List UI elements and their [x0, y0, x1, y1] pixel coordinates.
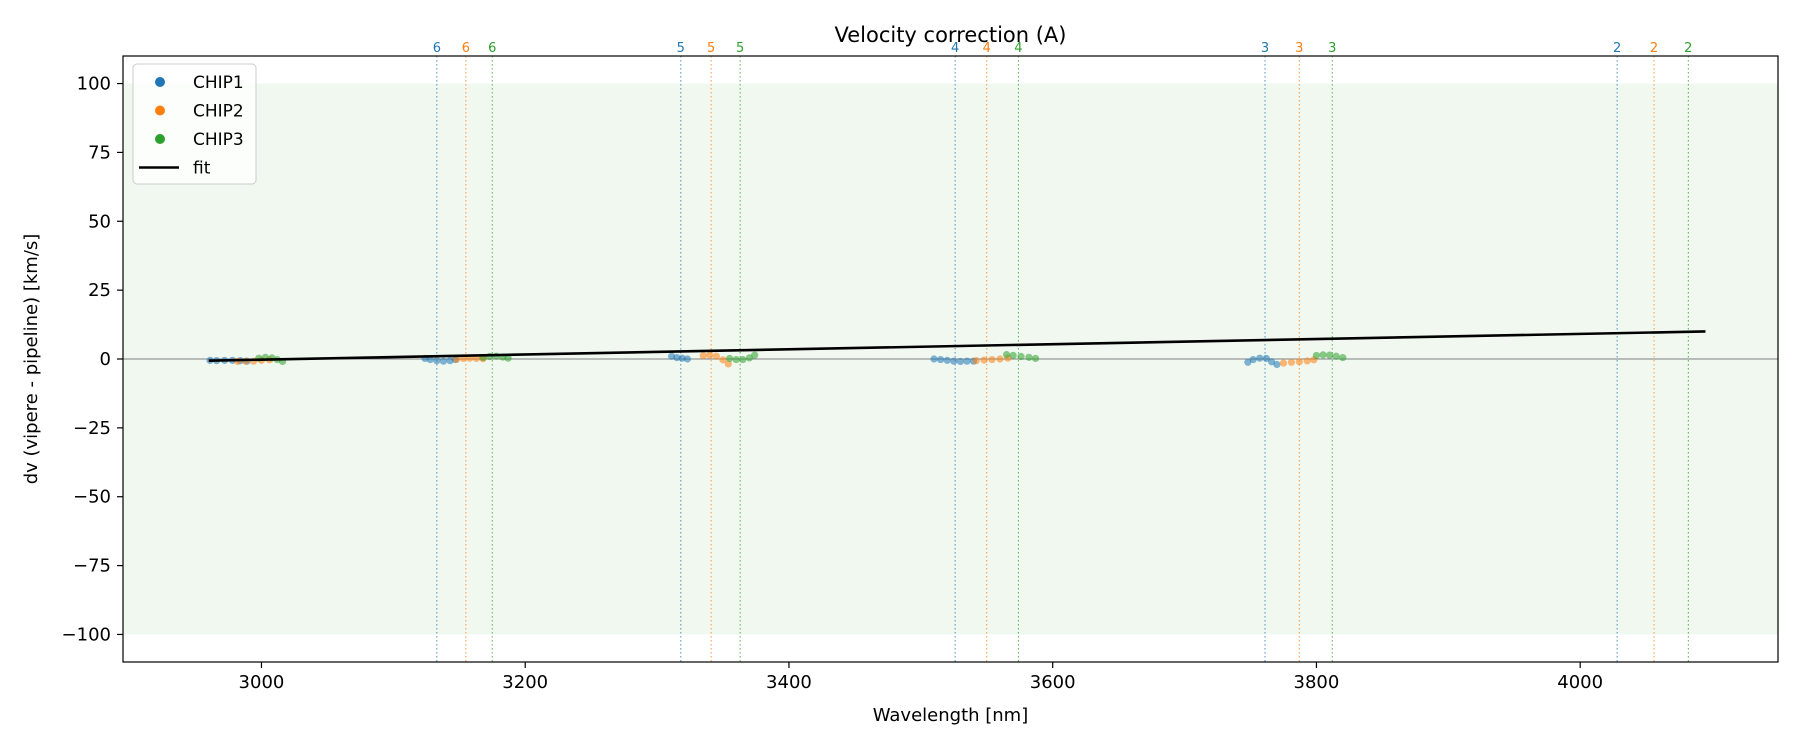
order-marker-label: 4	[951, 41, 959, 56]
y-axis-ticks: 100 75 50 25 0 −25 −50 −75 −100	[62, 74, 123, 645]
data-point-chip1	[1268, 358, 1276, 366]
data-point-chip3	[732, 355, 740, 364]
legend-marker-chip3	[155, 134, 165, 144]
x-axis-ticks: 3000 3200 3400 3600 3800 4000	[239, 662, 1603, 693]
data-point-chip1	[937, 355, 945, 364]
data-point-chip1	[943, 356, 951, 364]
y-tick-label: 0	[100, 349, 111, 370]
data-point-chip2	[980, 356, 988, 364]
data-point-chip2	[724, 360, 732, 368]
legend: CHIP1 CHIP2 CHIP3 fit	[132, 63, 257, 185]
data-point-chip2	[706, 351, 714, 359]
data-point-chip1	[1273, 360, 1281, 369]
data-point-chip2	[1303, 357, 1311, 365]
data-point-chip2	[1279, 359, 1288, 367]
data-point-chip3	[504, 354, 512, 362]
data-point-chip1	[950, 357, 958, 365]
order-marker-label: 2	[1684, 41, 1692, 56]
data-point-chip1	[426, 355, 434, 364]
data-point-chip3	[1017, 352, 1025, 361]
y-tick-label: −50	[73, 487, 111, 508]
order-marker-label: 3	[1295, 41, 1303, 56]
data-point-chip2	[972, 357, 980, 365]
data-point-chip1	[439, 357, 448, 365]
data-point-chip2	[719, 356, 727, 364]
y-tick-label: 75	[88, 142, 111, 163]
data-point-chip3	[739, 355, 747, 364]
x-tick-label: 3000	[239, 672, 285, 693]
order-marker-label: 3	[1261, 41, 1269, 56]
order-marker-label: 6	[488, 41, 496, 56]
data-point-chip1	[678, 354, 686, 362]
order-marker-label: 3	[1328, 41, 1336, 56]
data-point-chip3	[751, 351, 759, 359]
data-point-chip3	[1339, 354, 1347, 362]
fit-line-layer	[208, 330, 1706, 362]
legend-marker-chip1	[155, 77, 165, 87]
data-point-chip2	[988, 355, 996, 364]
y-tick-label: 25	[88, 280, 111, 301]
order-marker-label: 5	[736, 41, 744, 56]
data-point-chip3	[1319, 351, 1327, 359]
x-tick-label: 3200	[502, 672, 548, 693]
legend-label: CHIP1	[193, 73, 244, 93]
data-point-chip2	[712, 352, 721, 360]
y-tick-label: 100	[77, 74, 111, 95]
y-axis-label: dv (vipere - pipeline) [km/s]	[21, 234, 42, 485]
x-tick-label: 3800	[1294, 672, 1340, 693]
order-marker-labels: 6 6 6 5 5 5 4 4 4 3 3 3 2 2 2	[433, 41, 1693, 56]
legend-box	[132, 63, 257, 185]
data-point-chip1	[930, 355, 938, 363]
data-point-chip2	[996, 355, 1004, 363]
data-point-chip2	[1295, 358, 1303, 366]
data-point-chip3	[1332, 352, 1340, 360]
legend-label: CHIP3	[193, 130, 244, 150]
order-marker-label: 4	[1014, 41, 1022, 56]
data-point-chip3	[745, 354, 753, 362]
data-point-chip2	[1287, 358, 1295, 366]
y-tick-label: −75	[73, 556, 111, 577]
data-point-chip1	[673, 354, 681, 362]
x-axis-label: Wavelength [nm]	[873, 705, 1029, 726]
order-marker-line-layer	[436, 56, 1689, 662]
y-tick-label: −25	[73, 418, 111, 439]
order-marker-label: 2	[1613, 41, 1621, 56]
order-marker-label: 6	[433, 41, 441, 56]
legend-marker-chip2	[155, 105, 165, 116]
data-point-chip1	[1244, 358, 1252, 366]
data-point-chip3	[726, 354, 734, 363]
data-point-chip3	[1002, 350, 1011, 359]
order-marker-label: 5	[677, 41, 685, 56]
x-tick-label: 4000	[1557, 672, 1603, 693]
order-marker-label: 2	[1650, 41, 1658, 56]
data-point-chip1	[956, 357, 964, 366]
legend-label: fit	[193, 159, 211, 179]
order-marker-label: 4	[983, 41, 991, 56]
data-point-chip1	[1256, 354, 1264, 362]
order-marker-label: 5	[707, 41, 715, 56]
chart-title: Velocity correction (A)	[834, 23, 1066, 47]
data-point-chip2	[699, 352, 707, 360]
y-tick-label: 50	[88, 211, 111, 232]
data-point-chip3	[1312, 351, 1321, 360]
data-point-chip1	[683, 355, 692, 363]
data-point-chip3	[1025, 353, 1033, 361]
data-point-chip1	[1262, 354, 1270, 363]
data-point-chip1	[433, 357, 441, 365]
y-tick-label: −100	[62, 624, 111, 645]
data-point-chip2	[453, 355, 461, 363]
data-point-chip3	[1009, 351, 1017, 360]
data-point-chip1	[1249, 355, 1257, 364]
fit-line	[208, 330, 1706, 362]
x-tick-label: 3600	[1030, 672, 1076, 693]
order-marker-label: 6	[462, 41, 470, 56]
data-point-chip3	[1031, 354, 1040, 363]
legend-label: CHIP2	[193, 102, 244, 122]
data-point-chip3	[1326, 351, 1334, 359]
data-point-chip1	[963, 357, 971, 365]
x-tick-label: 3400	[766, 672, 812, 693]
